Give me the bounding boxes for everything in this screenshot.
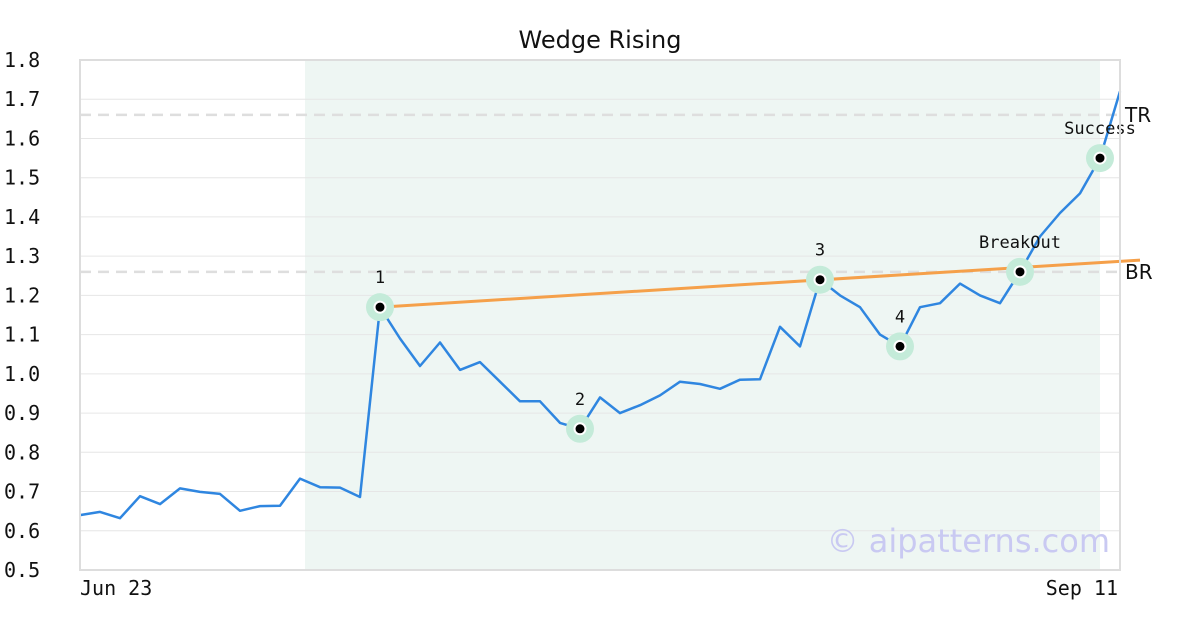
y-tick-label: 1.0 [4,362,40,386]
chart-title: Wedge Rising [519,26,682,54]
y-tick-label: 1.6 [4,126,40,150]
y-tick-label: 0.9 [4,401,40,425]
pattern-region [305,60,1100,570]
x-tick-label: Sep 11 [1046,576,1118,600]
y-tick-label: 0.5 [4,558,40,582]
plot-frame [79,59,1121,571]
y-tick-label: 1.1 [4,323,40,347]
y-tick-label: 0.7 [4,480,40,504]
pivot-point [1093,151,1107,165]
price-series-line [79,91,1122,520]
annotation-layer: 1 2 3 4 BreakOut Success [366,119,1136,443]
pivot-point [893,339,907,353]
y-tick-label: 1.7 [4,87,40,111]
y-axis-ticks: 0.5 0.6 0.7 0.8 0.9 1.0 1.1 1.2 1.3 1.4 1.5 1.6 1.7 1… [4,48,40,582]
pivot-label: Success [1064,119,1136,139]
pivot-point [813,273,827,287]
y-tick-label: 1.5 [4,166,40,190]
pattern-region-layer [305,60,1100,570]
watermark: © aipatterns.com [827,522,1110,560]
y-tick-label: 0.8 [4,440,40,464]
y-tick-label: 1.2 [4,283,40,307]
pivot-label: 1 [375,268,385,288]
grid-layer [80,98,1120,532]
pivot-label: 4 [895,307,905,327]
x-tick-label: Jun 23 [80,576,152,600]
y-tick-label: 0.6 [4,519,40,543]
pivot-point [373,300,387,314]
y-tick-label: 1.8 [4,48,40,72]
level-label: BR [1125,260,1153,284]
series-layer [79,91,1122,520]
y-tick-label: 1.4 [4,205,40,229]
pivot-label: 3 [815,241,825,261]
pivot-label: 2 [575,390,585,410]
pivot-label: BreakOut [979,233,1061,253]
pivot-point [1013,265,1027,279]
level-label: TR [1124,103,1151,127]
y-tick-label: 1.3 [4,244,40,268]
pivot-point [573,422,587,436]
x-axis-ticks: Jun 23 Sep 11 [80,576,1118,600]
